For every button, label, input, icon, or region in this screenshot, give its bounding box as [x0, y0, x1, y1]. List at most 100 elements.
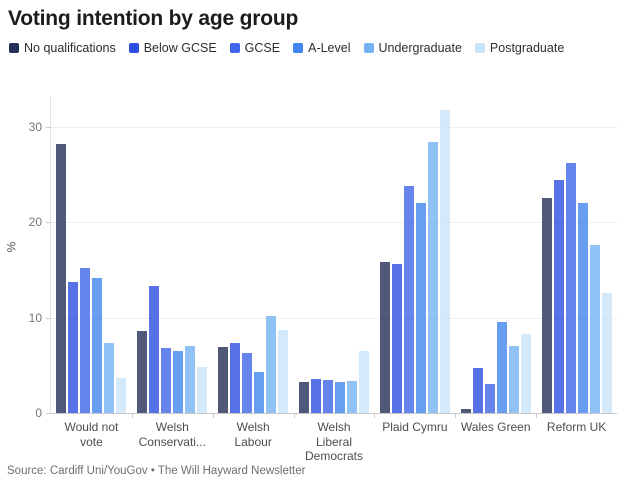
y-axis-unit-label: % [4, 241, 19, 253]
bar-group-wales-green [455, 96, 536, 413]
x-axis-label-line: Democrats [305, 449, 364, 463]
y-axis-line [50, 96, 51, 413]
bar-group-would-not-vote [51, 96, 132, 413]
bar-plaid-cymru-undergraduate [427, 141, 438, 413]
legend-item-no-qualifications: No qualifications [9, 41, 116, 55]
bar-reform-uk-postgraduate [601, 292, 612, 413]
bar-reform-uk-no-qualifications [541, 198, 552, 413]
legend-label: Undergraduate [378, 41, 462, 55]
bar-welsh-liberal-democrats-no-qualifications [299, 382, 309, 413]
legend-swatch-a-level [293, 43, 304, 53]
x-axis-label-line: Conservati... [138, 434, 206, 449]
x-axis-boundary-tick [374, 414, 376, 418]
bar-wales-green-undergraduate [508, 346, 519, 413]
bar-wales-green-gcse [484, 384, 495, 413]
bar-would-not-vote-a-level [92, 278, 103, 413]
bar-welsh-labour-below-gcse [230, 343, 241, 413]
x-axis-label-line: Plaid Cymru [382, 420, 448, 434]
bar-group-reform-uk [536, 96, 617, 413]
legend: No qualifications Below GCSE GCSE A-Level Un… [9, 41, 564, 55]
y-tick-mark-0 [46, 413, 51, 414]
x-axis-label-plaid-cymru: Plaid Cymru [374, 420, 455, 464]
y-tick-label-20: 20 [28, 215, 42, 230]
x-axis-labels: Would not vote Welsh Conservati... Welsh Labo… [51, 420, 617, 464]
x-axis-label-line: Welsh [317, 420, 351, 434]
bar-plaid-cymru-a-level [415, 202, 426, 413]
legend-swatch-undergraduate [363, 43, 374, 53]
legend-swatch-no-qualifications [9, 43, 19, 53]
plot-area [51, 96, 617, 413]
x-axis-baseline [46, 413, 617, 414]
x-axis-boundary-tick [131, 414, 133, 418]
x-axis-label-line: Labour [234, 434, 272, 449]
bar-welsh-labour-gcse [242, 352, 253, 413]
y-tick-mark-20 [46, 222, 51, 224]
bar-welsh-conservative-below-gcse [149, 286, 160, 413]
bar-welsh-labour-postgraduate [278, 329, 289, 413]
bar-wales-green-below-gcse [472, 368, 483, 413]
bar-wales-green-a-level [496, 322, 507, 413]
x-axis-boundary-tick [455, 414, 457, 418]
y-tick-mark-30 [46, 126, 51, 128]
bar-plaid-cymru-postgraduate [439, 110, 450, 413]
bar-would-not-vote-undergraduate [104, 343, 115, 413]
x-axis-label-line: Welsh [155, 420, 189, 434]
legend-item-below-gcse: Below GCSE [128, 41, 217, 55]
bar-reform-uk-gcse [565, 162, 576, 413]
bar-welsh-conservative-no-qualifications [137, 330, 148, 413]
x-axis-label-would-not-vote: Would not vote [51, 420, 132, 464]
y-tick-label-30: 30 [28, 119, 42, 134]
bar-wales-green-postgraduate [520, 333, 531, 413]
gridline-10 [51, 317, 617, 319]
bar-welsh-conservative-a-level [173, 350, 184, 413]
bar-welsh-conservative-postgraduate [197, 367, 208, 413]
bar-welsh-liberal-democrats-undergraduate [347, 380, 357, 413]
legend-swatch-postgraduate [474, 43, 485, 53]
x-axis-label-welsh-liberal-democrats: Welsh Liberal Democrats [294, 420, 375, 464]
bar-group-plaid-cymru [374, 96, 455, 413]
legend-label: A-Level [308, 41, 351, 55]
bar-would-not-vote-below-gcse [68, 282, 79, 413]
x-axis-label-line: Reform UK [546, 420, 607, 434]
x-axis-label-wales-green: Wales Green [455, 420, 536, 464]
bar-welsh-labour-no-qualifications [218, 347, 229, 413]
gridline-20 [51, 222, 617, 224]
x-axis-label-welsh-conservative: Welsh Conservati... [132, 420, 213, 464]
bar-plaid-cymru-below-gcse [391, 264, 402, 413]
x-axis-label-reform-uk: Reform UK [536, 420, 617, 464]
bar-plaid-cymru-no-qualifications [379, 262, 390, 413]
x-axis-label-line: Liberal [315, 434, 353, 449]
chart-title: Voting intention by age group [8, 7, 299, 30]
x-axis-label-line: Welsh [236, 420, 270, 434]
bar-groups [51, 96, 617, 413]
source-line: Source: Cardiff Uni/YouGov • The Will Ha… [7, 465, 306, 477]
gridline-30 [51, 126, 617, 128]
legend-label: Postgraduate [489, 41, 565, 55]
bar-welsh-liberal-democrats-below-gcse [311, 378, 321, 413]
bar-welsh-conservative-gcse [161, 348, 172, 413]
legend-label: No qualifications [24, 41, 116, 55]
bar-group-welsh-conservative [132, 96, 213, 413]
x-axis-label-welsh-labour: Welsh Labour [213, 420, 294, 464]
bar-wales-green-no-qualifications [460, 409, 471, 413]
legend-item-gcse: GCSE [229, 41, 281, 55]
legend-swatch-gcse [229, 43, 240, 53]
bar-group-welsh-liberal-democrats [294, 96, 375, 413]
bar-plaid-cymru-gcse [403, 185, 414, 413]
y-tick-label-0: 0 [35, 406, 42, 420]
bar-welsh-liberal-democrats-gcse [323, 379, 333, 413]
legend-item-undergraduate: Undergraduate [363, 41, 462, 55]
x-axis-boundary-tick [293, 414, 295, 418]
bar-welsh-liberal-democrats-postgraduate [359, 350, 369, 413]
bar-welsh-conservative-undergraduate [185, 346, 196, 413]
y-tick-mark-10 [46, 317, 51, 319]
legend-item-postgraduate: Postgraduate [474, 41, 565, 55]
legend-swatch-below-gcse [128, 43, 139, 53]
bar-reform-uk-undergraduate [589, 244, 600, 413]
bar-group-welsh-labour [213, 96, 294, 413]
bar-welsh-labour-undergraduate [266, 315, 277, 413]
bar-would-not-vote-gcse [80, 267, 91, 413]
bar-reform-uk-below-gcse [553, 180, 564, 413]
legend-label: GCSE [244, 41, 281, 55]
